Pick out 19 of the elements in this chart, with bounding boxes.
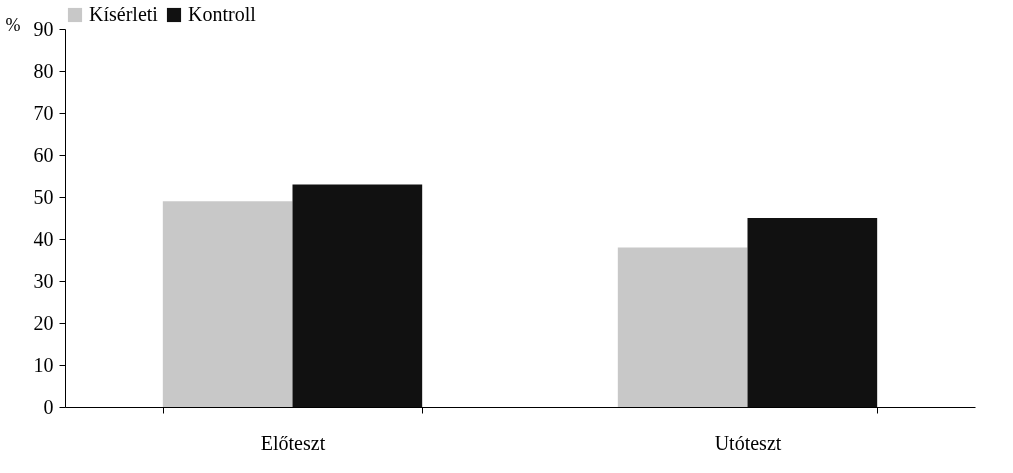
legend-label: Kontroll [188,3,257,25]
y-tick-label: 50 [33,185,54,208]
y-tick-label: 70 [33,101,54,124]
bar [292,184,423,407]
bar [162,201,293,407]
y-axis-title: % [5,14,21,35]
legend-label: Kísérleti [89,3,159,25]
y-tick-label: 40 [33,227,54,250]
x-tick-label: Előteszt [260,431,326,454]
bar [617,247,748,407]
bar [747,218,878,407]
y-tick-label: 60 [33,143,54,166]
y-tick-label: 30 [33,269,54,292]
y-tick-label: 0 [43,395,54,418]
y-tick-label: 90 [33,17,54,40]
x-tick-label: Utóteszt [714,431,782,454]
y-tick-label: 20 [33,311,54,334]
y-tick-label: 10 [33,353,54,376]
y-tick-label: 80 [33,59,54,82]
